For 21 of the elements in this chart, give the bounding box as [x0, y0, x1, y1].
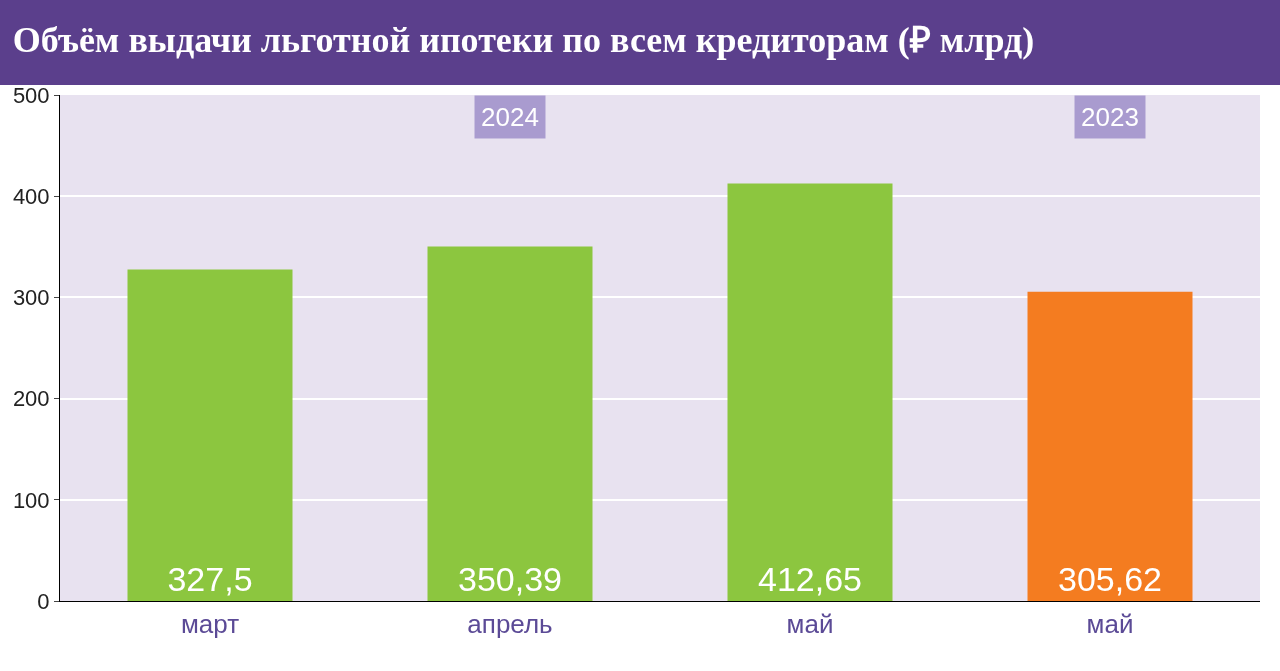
bar	[727, 183, 893, 601]
y-tick-label: 300	[12, 285, 50, 311]
y-tick-label: 500	[12, 82, 50, 108]
x-tick-label: май	[1086, 609, 1134, 640]
x-tick-label: май	[786, 609, 834, 640]
annotation: 2024	[481, 102, 539, 132]
data-label: 412,65	[758, 560, 862, 598]
y-tick-label: 200	[12, 386, 50, 412]
y-tick-label: 0	[37, 588, 50, 614]
data-label: 327,5	[167, 560, 253, 598]
x-tick-label: апрель	[467, 609, 553, 640]
y-tick-label: 100	[12, 487, 50, 513]
x-tick-label: март	[180, 609, 240, 640]
chart-title: Объём выдачи льготной ипотеки по всем кредиторам (₽ млрд)	[12, 20, 1035, 61]
annotation: 2023	[1081, 102, 1139, 132]
y-tick-label: 400	[12, 183, 50, 209]
bar	[1027, 291, 1193, 601]
bar	[427, 246, 593, 601]
data-label: 350,39	[458, 560, 562, 598]
bar	[127, 269, 293, 601]
data-label: 305,62	[1058, 560, 1162, 598]
